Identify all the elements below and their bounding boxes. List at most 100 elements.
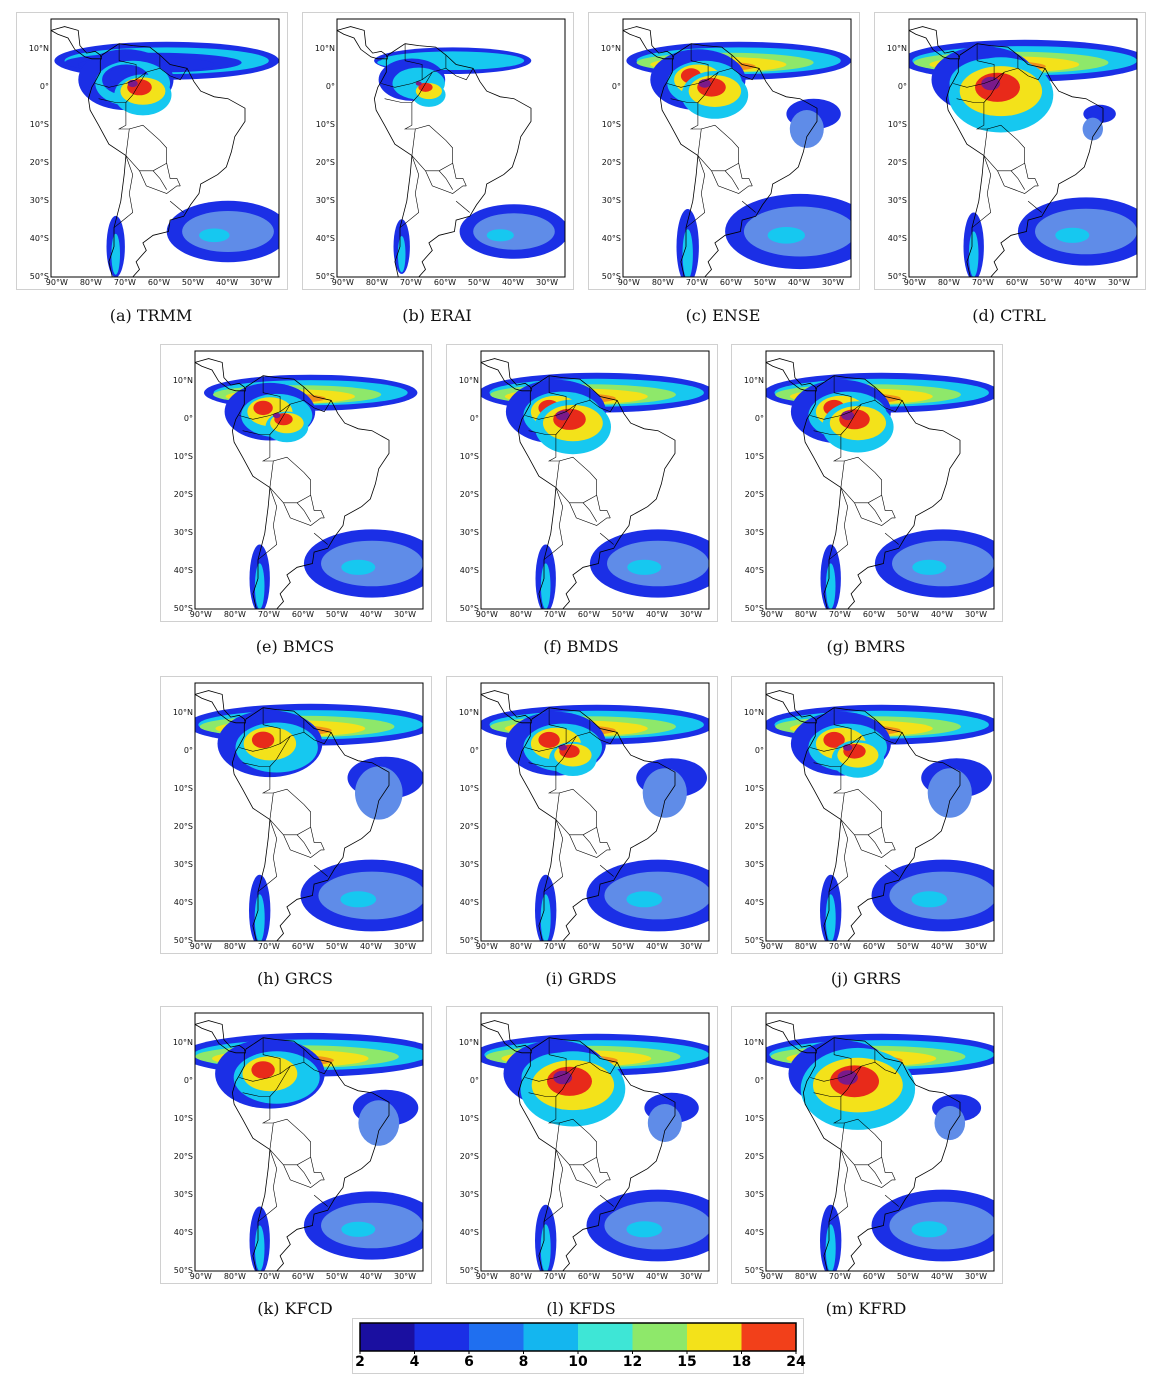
country-border xyxy=(685,155,706,228)
lat-tick-label: 10°N xyxy=(600,44,621,54)
lon-tick-label: 50°W xyxy=(753,278,777,287)
precipitation-map xyxy=(480,350,710,610)
country-border xyxy=(874,400,903,413)
lat-tick-label: 20°S xyxy=(459,822,479,832)
lon-tick-label: 90°W xyxy=(760,610,783,619)
country-border xyxy=(1027,200,1042,213)
country-border xyxy=(452,163,467,187)
country-border xyxy=(269,1118,311,1166)
lat-tick-label: 10°N xyxy=(886,44,907,54)
rain-region xyxy=(251,1061,275,1079)
lon-tick-label: 90°W xyxy=(189,1272,212,1281)
country-border xyxy=(269,735,291,767)
country-border xyxy=(707,55,733,80)
country-border xyxy=(555,735,577,767)
lon-tick-label: 90°W xyxy=(760,1272,783,1281)
country-border xyxy=(135,55,161,80)
coastline xyxy=(659,43,818,277)
rain-region xyxy=(927,768,972,818)
lon-tick-label: 70°W xyxy=(399,278,422,287)
lat-tick-label: 10°S xyxy=(29,120,49,130)
coastline xyxy=(373,43,532,277)
map-panel-f: 10°N 0° 10°S 20°S 30°S 40°S 50°S 90°W 80°W 70°W 60… xyxy=(446,344,718,659)
lon-tick-label: 30°W xyxy=(679,1272,703,1281)
country-border xyxy=(269,1065,291,1097)
colorbar: 2 4 6 8 10 12 15 18 24 xyxy=(352,1318,806,1374)
map-panel-m: 10°N 0° 10°S 20°S 30°S 40°S 50°S 90°W 80°W 70°W 60… xyxy=(731,1006,1003,1321)
lon-tick-label: 40°W xyxy=(930,610,954,619)
lon-tick-label: 70°W xyxy=(828,610,851,619)
map-panel-e: 10°N 0° 10°S 20°S 30°S 40°S 50°S 90°W 80°W 70°W 60… xyxy=(160,344,432,659)
coastline xyxy=(481,690,532,724)
lat-tick-label: 40°S xyxy=(887,234,907,244)
country-border xyxy=(455,200,470,213)
country-border xyxy=(840,735,862,767)
country-border xyxy=(1010,170,1025,190)
country-border xyxy=(257,819,278,892)
panel-caption: (f) BMDS xyxy=(543,637,619,656)
precipitation-map xyxy=(765,682,995,942)
lon-tick-label: 30°W xyxy=(393,610,417,619)
coastline xyxy=(87,43,246,277)
country-border xyxy=(411,124,453,172)
lat-tick-label: 30°S xyxy=(173,528,193,538)
country-border xyxy=(283,1164,325,1188)
map-frame: 10°N 0° 10°S 20°S 30°S 40°S 50°S 90°W 80°W 70°W 60… xyxy=(160,344,432,622)
rain-region xyxy=(642,768,687,818)
rain-region xyxy=(627,559,662,575)
lon-tick-label: 40°W xyxy=(1073,278,1097,287)
lat-tick-label: 50°S xyxy=(887,272,907,281)
map-frame: 10°N 0° 10°S 20°S 30°S 40°S 50°S 90°W 80°W 70°W 60… xyxy=(446,344,718,622)
lon-tick-label: 60°W xyxy=(719,278,742,287)
lon-tick-label: 90°W xyxy=(475,610,498,619)
lat-tick-label: 10°S xyxy=(459,784,479,794)
lat-tick-label: 10°N xyxy=(458,376,479,386)
country-border xyxy=(854,1164,896,1188)
lat-tick-label: 10°S xyxy=(744,1114,764,1124)
colorbar-tick-label: 12 xyxy=(622,1354,643,1370)
lon-tick-label: 40°W xyxy=(359,610,383,619)
rain-region xyxy=(837,1070,858,1085)
lon-tick-label: 70°W xyxy=(543,610,566,619)
lat-tick-label: 0° xyxy=(183,746,193,756)
rain-region xyxy=(823,731,845,748)
colorbar-segment xyxy=(578,1323,633,1351)
lat-tick-label: 30°S xyxy=(173,860,193,870)
lon-tick-label: 40°W xyxy=(501,278,525,287)
country-border xyxy=(813,1092,845,1124)
colorbar-graphic xyxy=(359,1322,797,1354)
coastline xyxy=(481,1020,532,1054)
country-border xyxy=(257,487,278,560)
country-border xyxy=(884,532,899,545)
country-border xyxy=(738,163,753,187)
lat-tick-label: 30°S xyxy=(744,1190,764,1200)
country-border xyxy=(983,124,1025,172)
country-border xyxy=(543,819,564,892)
lon-tick-label: 50°W xyxy=(611,610,635,619)
country-border xyxy=(997,170,1039,194)
lon-tick-label: 50°W xyxy=(181,278,205,287)
lon-tick-label: 70°W xyxy=(828,1272,851,1281)
country-border xyxy=(565,719,591,744)
country-border xyxy=(125,71,147,103)
rain-region xyxy=(789,110,824,148)
rain-region xyxy=(1055,227,1090,243)
map-frame: 10°N 0° 10°S 20°S 30°S 40°S 50°S 90°W 80°W 70°W 60… xyxy=(731,344,1003,622)
colorbar-segment xyxy=(469,1323,524,1351)
map-frame: 10°N 0° 10°S 20°S 30°S 40°S 50°S 90°W 80°W 70°W 60… xyxy=(160,1006,432,1284)
lon-tick-label: 50°W xyxy=(325,1272,349,1281)
rain-region xyxy=(825,1224,836,1271)
lat-tick-label: 0° xyxy=(183,1076,193,1086)
lon-tick-label: 90°W xyxy=(475,942,498,951)
coastline xyxy=(481,358,532,392)
country-border xyxy=(828,487,849,560)
coastline xyxy=(517,375,676,609)
lon-tick-label: 50°W xyxy=(896,610,920,619)
lon-tick-label: 30°W xyxy=(249,278,273,287)
lat-tick-label: 40°S xyxy=(744,566,764,576)
country-border xyxy=(159,68,188,81)
coastline xyxy=(766,358,817,392)
country-border xyxy=(582,834,597,854)
country-border xyxy=(599,1194,614,1207)
lon-tick-label: 30°W xyxy=(393,1272,417,1281)
